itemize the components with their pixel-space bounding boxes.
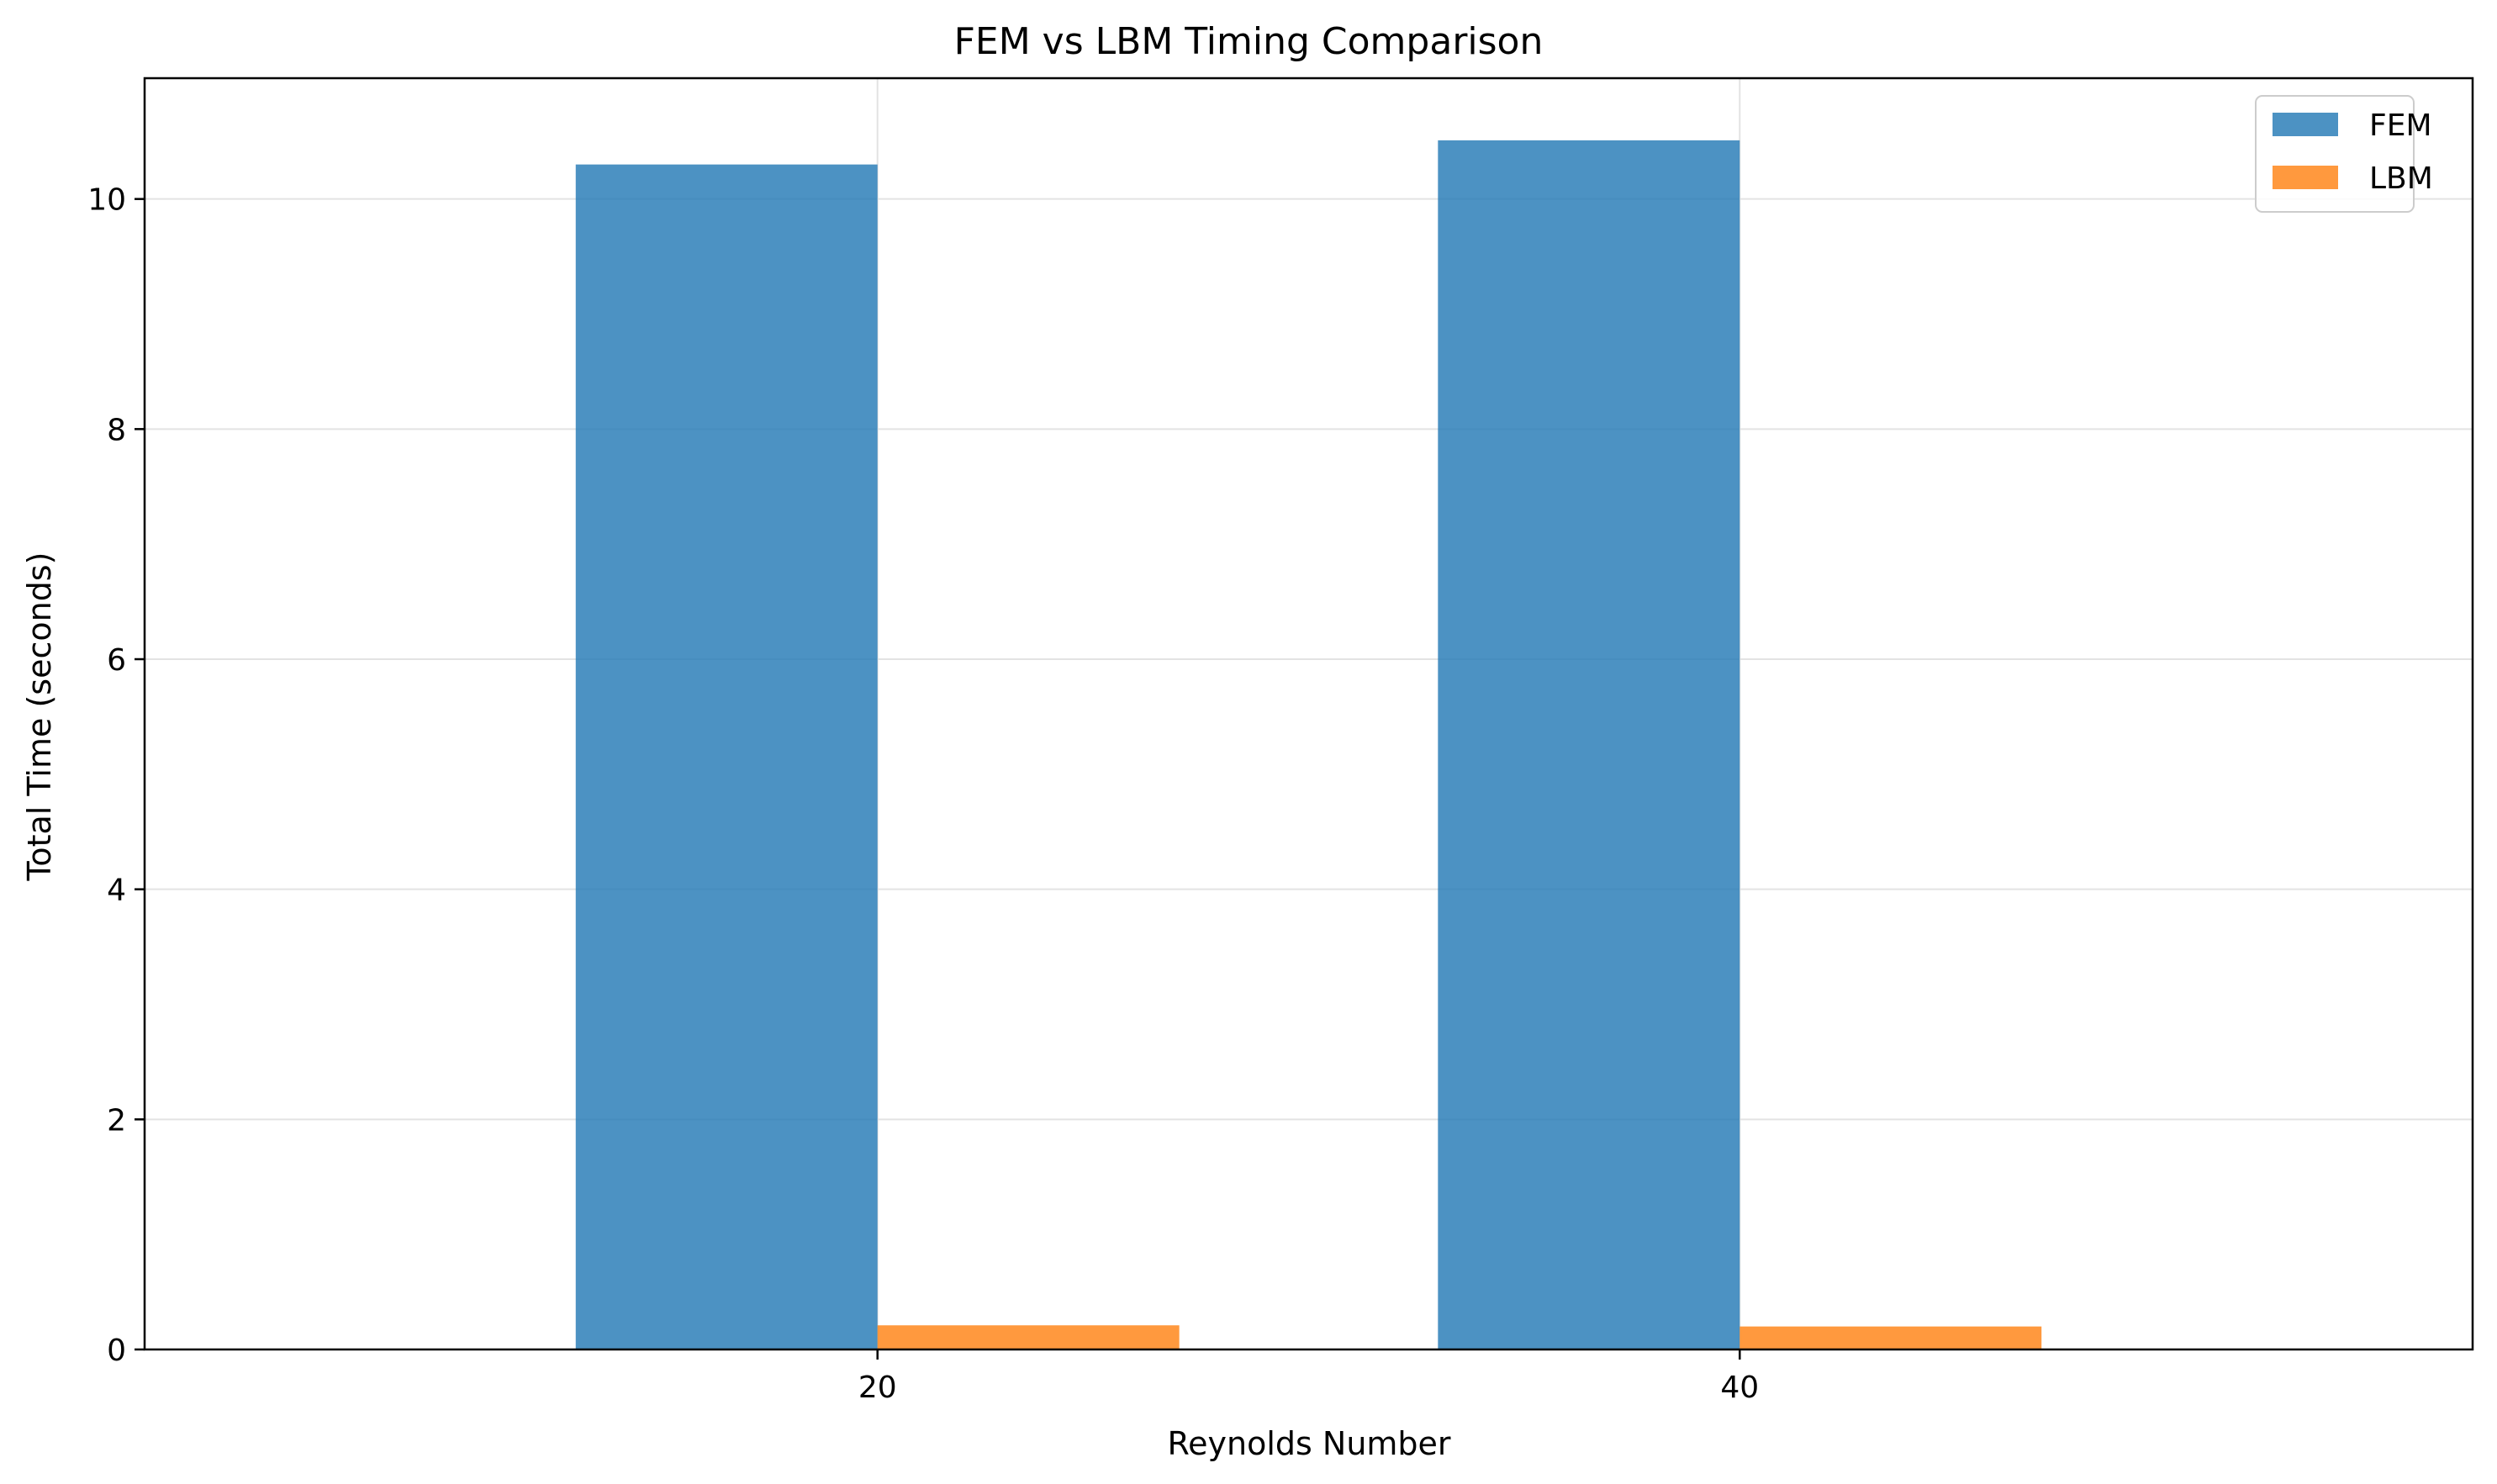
legend-swatch-fem (2273, 113, 2338, 136)
legend-swatch-lbm (2273, 166, 2338, 189)
bar-lbm-re-40 (1739, 1326, 2042, 1349)
bar-fem-re-40 (1438, 140, 1740, 1349)
legend: FEM LBM (2255, 95, 2433, 213)
bars (575, 140, 2042, 1350)
bar-fem-re-20 (575, 164, 878, 1350)
ticks: 0 2 4 6 8 10 20 40 (87, 183, 1759, 1405)
y-tick-label: 2 (107, 1103, 126, 1138)
y-tick-label: 8 (107, 413, 126, 447)
x-tick-label: 40 (1720, 1370, 1759, 1405)
y-tick-label: 0 (107, 1333, 126, 1368)
axes-frame (143, 77, 2474, 1351)
legend-label-lbm: LBM (2369, 161, 2433, 196)
x-tick-label: 20 (858, 1370, 897, 1405)
y-axis-label: Total Time (seconds) (21, 552, 58, 882)
y-tick-label: 4 (107, 874, 126, 908)
chart-title: FEM vs LBM Timing Comparison (954, 20, 1544, 63)
y-tick-label: 6 (107, 643, 126, 678)
legend-label-fem: FEM (2369, 108, 2432, 143)
y-tick-label: 10 (87, 183, 126, 218)
bar-lbm-re-20 (877, 1325, 1180, 1349)
x-axis-label: Reynolds Number (1167, 1425, 1450, 1462)
